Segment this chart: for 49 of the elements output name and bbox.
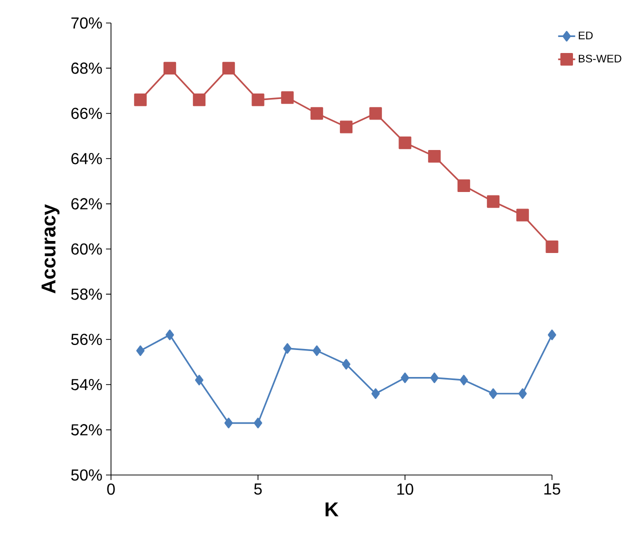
y-tick-label: 54%: [71, 378, 102, 390]
y-tick-label: 60%: [71, 243, 102, 255]
y-tick-label: 50%: [71, 469, 102, 481]
point: [224, 418, 233, 428]
point: [164, 62, 176, 74]
point: [486, 195, 500, 208]
point: [398, 136, 412, 150]
point: [342, 358, 350, 370]
y-tick-label: 62%: [71, 198, 102, 210]
y-tick-label: 68%: [71, 62, 102, 74]
y-tick-label: 56%: [71, 334, 102, 346]
point: [430, 372, 439, 384]
y-tick-label: 52%: [71, 424, 102, 436]
point: [166, 330, 174, 340]
point: [192, 94, 206, 106]
x-tick-label: 5: [254, 484, 262, 495]
point: [136, 345, 145, 356]
point: [340, 120, 353, 134]
point: [548, 330, 556, 340]
y-axis-title: Accuracy: [42, 204, 60, 294]
point: [254, 418, 262, 428]
point: [460, 374, 468, 386]
point: [400, 372, 410, 384]
y-tick-label: 66%: [71, 108, 102, 120]
point: [369, 107, 382, 120]
point: [428, 150, 441, 163]
point: [458, 179, 470, 192]
point: [281, 91, 294, 104]
point: [252, 94, 264, 106]
y-tick-label: 58%: [71, 288, 102, 300]
point: [134, 94, 147, 106]
x-tick-label: 10: [397, 484, 414, 495]
x-tick-label: 0: [107, 484, 115, 495]
legend-label: ED: [578, 32, 593, 40]
point: [489, 388, 498, 399]
legend-label: BS-WED: [578, 54, 622, 62]
point: [371, 388, 380, 399]
point: [195, 374, 204, 386]
x-tick-label: 15: [544, 484, 560, 495]
point: [518, 388, 527, 399]
point: [516, 208, 529, 222]
point: [283, 343, 292, 354]
point: [312, 345, 321, 356]
point: [222, 62, 235, 74]
y-tick-label: 70%: [71, 17, 102, 29]
y-tick-label: 64%: [71, 152, 102, 164]
point: [310, 107, 324, 120]
x-axis-title: K: [326, 502, 339, 516]
point: [546, 240, 558, 254]
